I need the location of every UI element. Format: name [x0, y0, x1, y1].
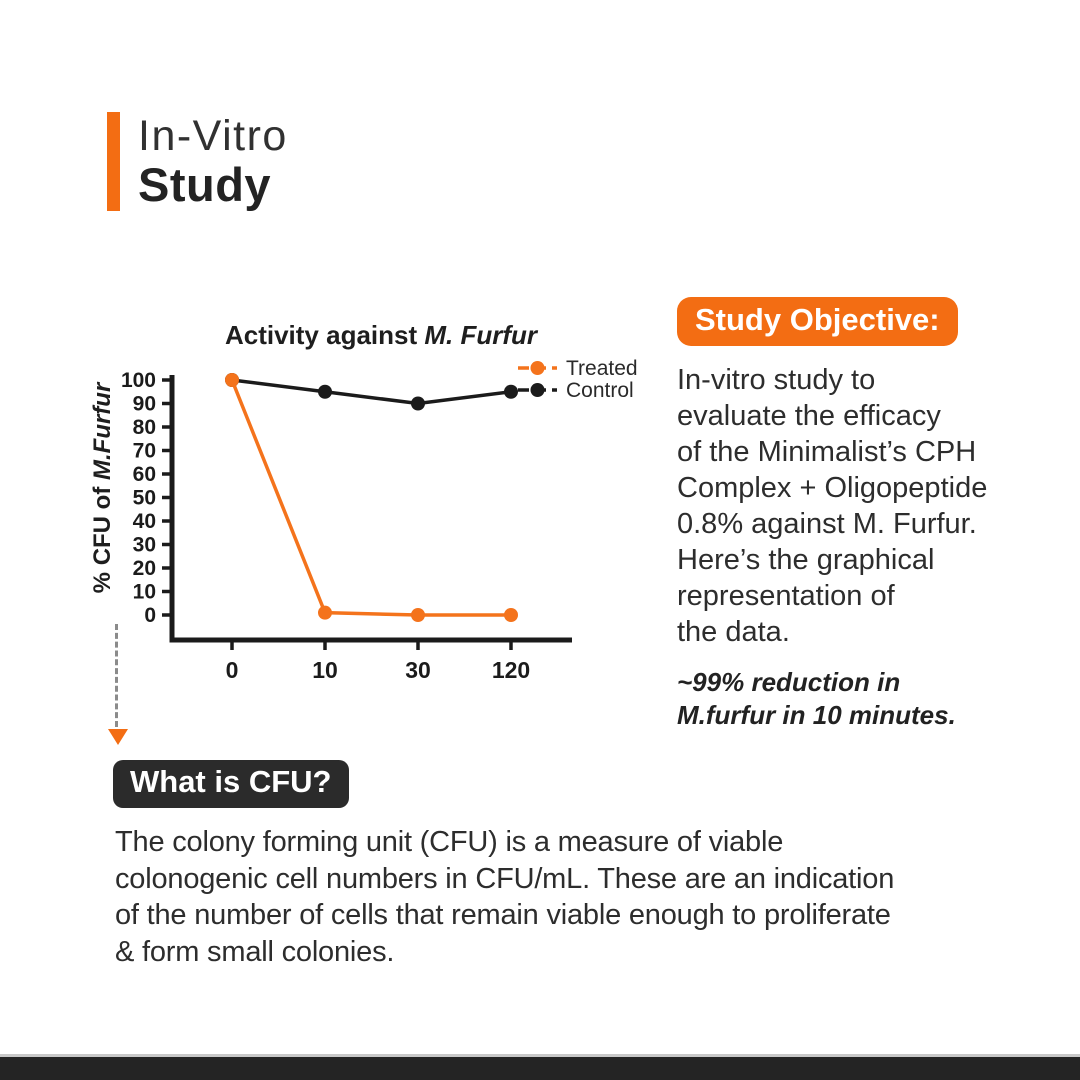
page-title-line2: Study: [138, 158, 272, 212]
legend-label: Control: [566, 379, 634, 402]
data-point: [225, 373, 239, 387]
data-point: [411, 396, 425, 411]
x-tick-label: 120: [492, 657, 530, 683]
x-tick-label: 30: [405, 657, 431, 683]
chart-title: Activity against M. Furfur: [225, 320, 539, 350]
y-tick-label: 20: [133, 557, 156, 580]
data-point: [411, 608, 425, 622]
y-tick-label: 0: [144, 604, 156, 627]
reduction-note: ~99% reduction in M.furfur in 10 minutes…: [677, 667, 956, 730]
y-tick-label: 40: [133, 510, 156, 533]
legend-marker: [530, 361, 545, 375]
study-objective-section: Study Objective: In-vitro study to evalu…: [677, 297, 1027, 732]
dashed-arrow: [107, 624, 129, 748]
page-title: In-Vitro Study: [138, 112, 288, 211]
y-tick-label: 50: [133, 487, 156, 510]
y-axis-label: % CFU of M.Furfur: [89, 381, 116, 593]
study-objective-text: In-vitro study to evaluate the efficacy …: [677, 364, 988, 648]
what-is-cfu-badge: What is CFU?: [113, 760, 349, 808]
x-tick-label: 0: [226, 657, 239, 683]
header: In-Vitro Study: [107, 112, 288, 211]
y-tick-label: 100: [121, 369, 156, 392]
cfu-definition-text: The colony forming unit (CFU) is a measu…: [115, 826, 895, 968]
study-objective-badge: Study Objective:: [677, 297, 958, 346]
y-tick-label: 10: [133, 581, 156, 604]
page-title-line1: In-Vitro: [138, 112, 288, 160]
arrow-down-icon: [108, 729, 128, 745]
data-point: [318, 384, 332, 399]
title-accent-bar: [107, 112, 120, 211]
data-point: [504, 608, 518, 622]
x-tick-label: 10: [312, 657, 338, 683]
bottom-bar: [0, 1054, 1080, 1080]
series-control: [225, 373, 518, 411]
legend-label: Treated: [566, 357, 638, 380]
data-point: [318, 605, 332, 620]
y-tick-label: 60: [133, 463, 156, 486]
y-tick-label: 30: [133, 534, 156, 557]
y-tick-label: 70: [133, 440, 156, 463]
y-tick-label: 80: [133, 416, 156, 439]
what-is-cfu-section: What is CFU? The colony forming unit (CF…: [113, 760, 975, 970]
dashed-arrow-line: [115, 624, 118, 727]
series-treated: [225, 373, 518, 622]
legend-marker: [530, 383, 545, 397]
data-point: [504, 384, 518, 399]
y-tick-label: 90: [133, 393, 156, 416]
